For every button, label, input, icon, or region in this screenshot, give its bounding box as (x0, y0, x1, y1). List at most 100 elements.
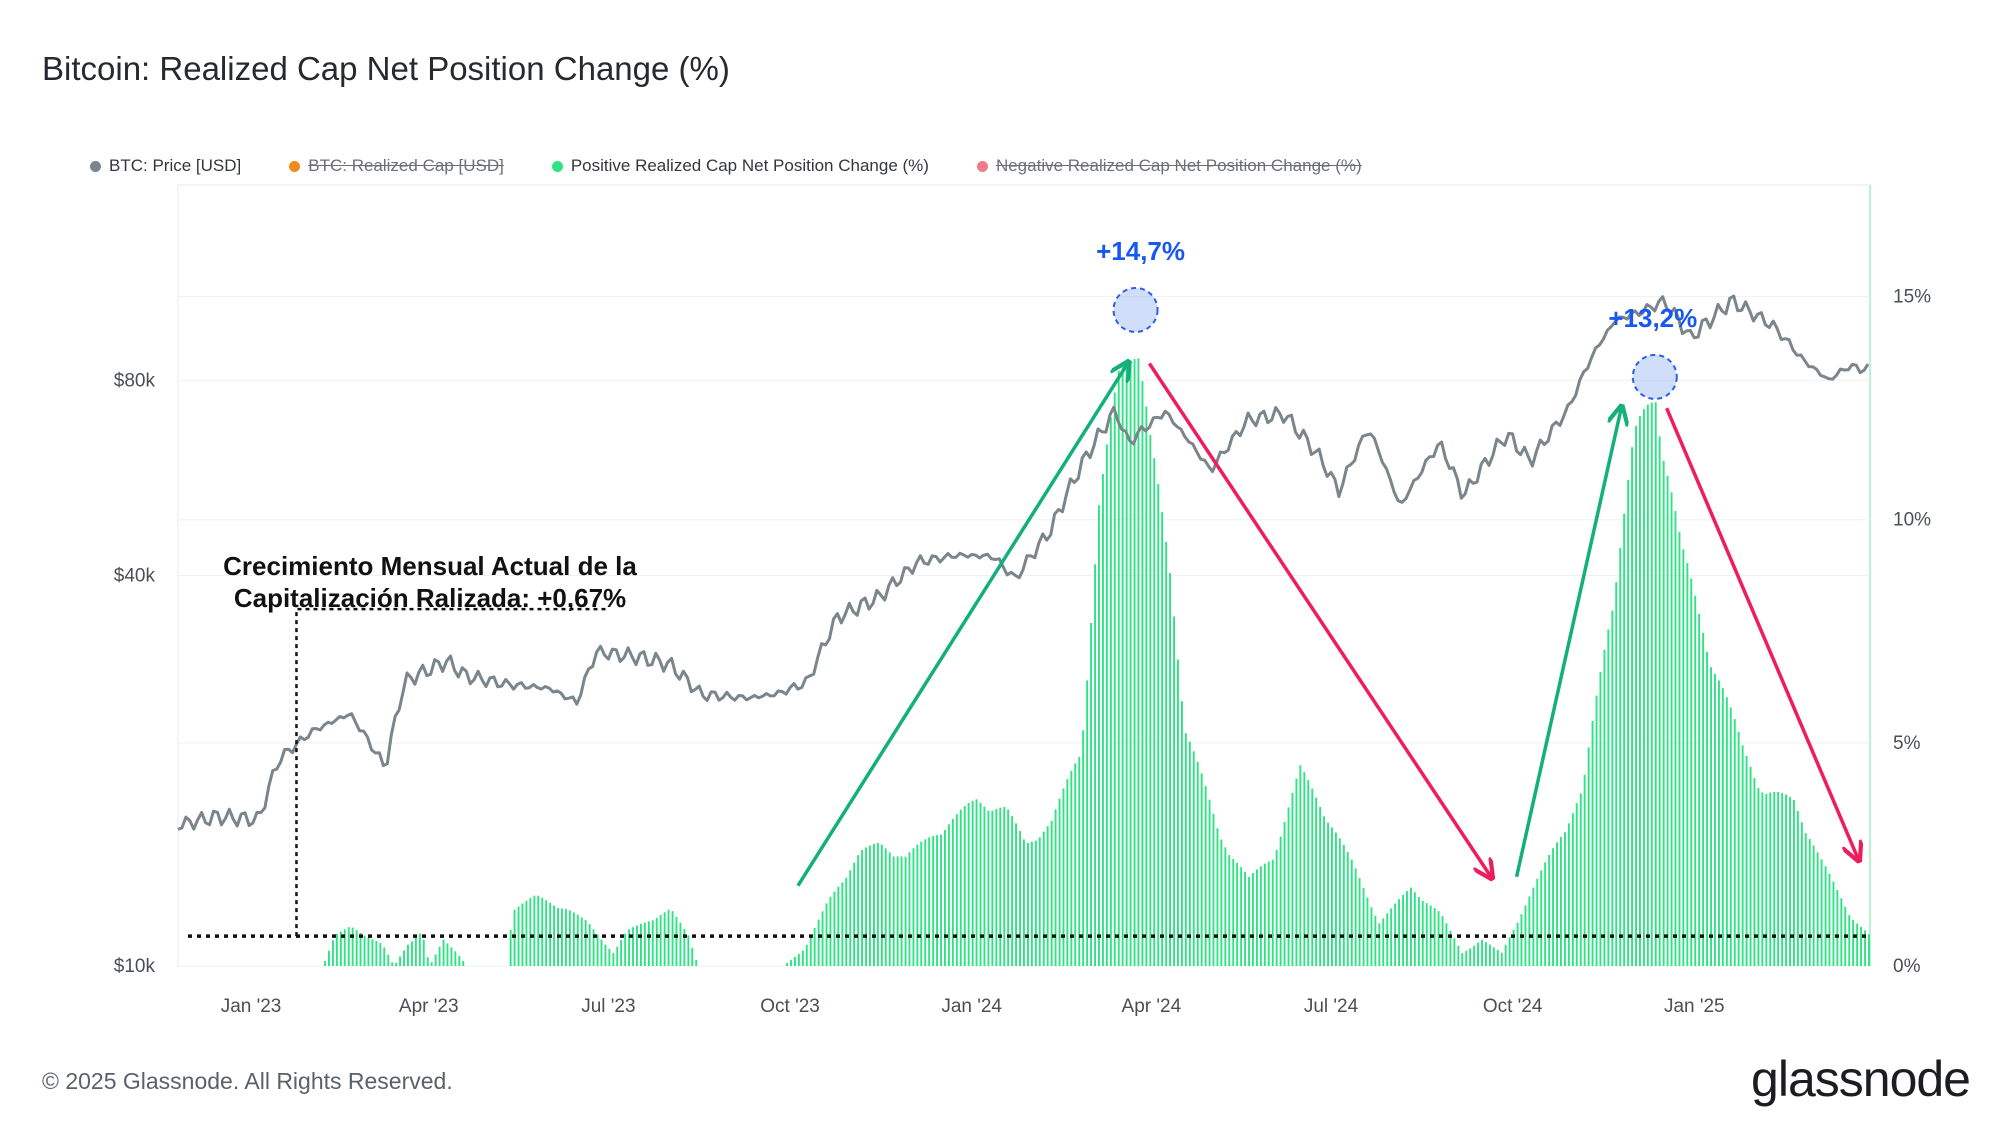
data-bar (328, 950, 330, 966)
data-bar (1524, 905, 1527, 966)
data-bar (1157, 484, 1160, 966)
data-bar (1398, 899, 1400, 966)
data-bar (1390, 908, 1393, 966)
data-bar (568, 910, 571, 966)
x-tick-label: Apr '24 (1122, 996, 1182, 1017)
data-bar (841, 882, 844, 966)
data-bar (1275, 849, 1278, 966)
data-bar (1066, 779, 1069, 966)
data-bar (1840, 898, 1843, 966)
data-bar (643, 922, 646, 966)
legend-item-negative-change[interactable]: Negative Realized Cap Net Position Chang… (976, 156, 1362, 176)
data-bar (462, 961, 465, 966)
data-bar (371, 939, 374, 966)
data-bar (1382, 918, 1385, 966)
data-bar (1583, 774, 1586, 966)
data-bar (422, 939, 425, 966)
data-bar (1595, 695, 1598, 966)
data-bar (335, 933, 338, 966)
data-bar (667, 909, 670, 966)
data-bar (576, 914, 579, 966)
data-bar (1820, 859, 1823, 966)
data-bar (1327, 822, 1329, 966)
data-bar (1868, 934, 1870, 966)
peak-highlight-2 (1631, 353, 1678, 400)
data-bar (987, 810, 990, 966)
data-bar (1567, 823, 1570, 966)
data-bar (1662, 460, 1665, 966)
data-bar (967, 803, 970, 966)
data-bar (1244, 871, 1246, 966)
data-bar (1050, 820, 1053, 966)
data-bar (1603, 649, 1606, 966)
data-bar (916, 844, 919, 966)
data-bar (414, 937, 417, 966)
data-bar (454, 951, 457, 966)
data-bar (1169, 573, 1171, 966)
data-bar (1299, 765, 1302, 966)
data-bar (513, 909, 516, 966)
data-bar (612, 953, 615, 966)
x-tick-label: Jul '24 (1304, 996, 1359, 1017)
data-bar (1421, 900, 1424, 966)
data-bar (1019, 831, 1021, 966)
data-bar (1793, 800, 1795, 966)
data-bar (1686, 563, 1689, 966)
data-bar (1236, 862, 1239, 966)
data-bar (1319, 806, 1322, 966)
data-bar (1417, 897, 1420, 966)
y-right-tick-label: 15% (1893, 287, 1931, 308)
legend-item-realized-cap[interactable]: BTC: Realized Cap [USD] (289, 156, 504, 176)
data-bar (1232, 859, 1235, 966)
data-bar (1133, 359, 1136, 967)
data-bar (1153, 458, 1156, 966)
data-bar (805, 944, 808, 966)
trend-arrow-4 (1665, 407, 1859, 859)
data-bar (1350, 859, 1353, 966)
data-bar (391, 962, 394, 966)
data-bar (1733, 719, 1736, 966)
legend-item-btc-price[interactable]: BTC: Price [USD] (90, 156, 241, 176)
data-bar (1666, 475, 1669, 966)
data-bar (628, 929, 630, 966)
data-bar (928, 837, 931, 966)
data-bar (363, 935, 366, 966)
data-bar (1706, 651, 1708, 966)
data-bar (1378, 923, 1381, 966)
data-bar (1737, 731, 1740, 966)
data-bar (1860, 926, 1862, 966)
legend-item-positive-change[interactable]: Positive Realized Cap Net Position Chang… (551, 156, 929, 176)
data-bar (1864, 930, 1866, 966)
data-bar (1184, 733, 1187, 966)
data-bar (446, 943, 449, 966)
data-bar (1188, 741, 1191, 966)
data-bar (1181, 701, 1183, 966)
x-tick-label: Jan '25 (1664, 996, 1725, 1017)
data-bar (695, 960, 698, 966)
data-bar (884, 848, 887, 966)
data-bar (936, 835, 938, 966)
data-bar (1631, 447, 1633, 966)
data-bar (592, 929, 595, 966)
data-bar (979, 802, 982, 966)
x-tick-label: Oct '24 (1483, 996, 1543, 1017)
data-bar (1504, 944, 1507, 966)
data-bar (1615, 582, 1618, 966)
data-bar (801, 950, 804, 966)
data-bar (1721, 688, 1724, 966)
legend-label: Negative Realized Cap Net Position Chang… (995, 156, 1362, 175)
data-bar (1212, 813, 1215, 966)
data-bar (411, 941, 413, 966)
data-bar (932, 836, 935, 966)
data-bar (509, 929, 512, 966)
trend-arrow-3 (1514, 408, 1622, 878)
x-tick-label: Oct '23 (760, 996, 820, 1017)
data-bar (620, 940, 623, 966)
data-bar (347, 927, 350, 966)
data-bar (1556, 842, 1558, 966)
data-bar (604, 944, 607, 966)
annotation-line-1: Crecimiento Mensual Actual de la (223, 551, 637, 581)
data-bar (1540, 870, 1543, 966)
data-bar (387, 954, 390, 966)
